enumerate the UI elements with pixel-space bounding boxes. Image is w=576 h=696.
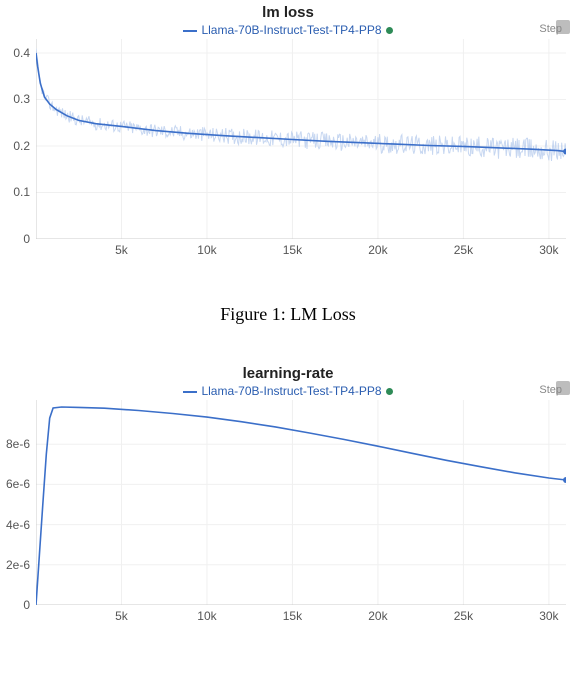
chart2-xaxis-label: Step	[539, 384, 562, 396]
legend-status-dot-icon	[386, 388, 393, 395]
ytick-label: 0	[23, 598, 30, 612]
chart2-plot-area[interactable]: Step 02e-64e-66e-68e-65k10k15k20k25k30k	[36, 400, 566, 605]
ytick-label: 6e-6	[6, 477, 30, 491]
figure-caption: Figure 1: LM Loss	[0, 304, 576, 325]
legend-line-icon	[183, 30, 197, 32]
learning-rate-chart: learning-rate Llama-70B-Instruct-Test-TP…	[0, 361, 576, 639]
ytick-label: 0.4	[13, 46, 30, 60]
xtick-label: 30k	[539, 609, 558, 623]
ytick-label: 2e-6	[6, 558, 30, 572]
xtick-label: 5k	[115, 609, 128, 623]
legend-series-label: Llama-70B-Instruct-Test-TP4-PP8	[201, 384, 381, 398]
chart1-title: lm loss	[0, 0, 576, 21]
chart2-svg	[36, 400, 566, 605]
ytick-label: 0	[23, 232, 30, 246]
xtick-label: 15k	[283, 609, 302, 623]
xtick-label: 15k	[283, 243, 302, 257]
chart2-title: learning-rate	[0, 361, 576, 382]
chart1-xaxis-label: Step	[539, 23, 562, 35]
xtick-label: 10k	[197, 609, 216, 623]
xtick-label: 30k	[539, 243, 558, 257]
xtick-label: 25k	[454, 609, 473, 623]
chart1-legend[interactable]: Llama-70B-Instruct-Test-TP4-PP8	[0, 23, 576, 37]
xtick-label: 10k	[197, 243, 216, 257]
legend-series-label: Llama-70B-Instruct-Test-TP4-PP8	[201, 23, 381, 37]
xtick-label: 25k	[454, 243, 473, 257]
ytick-label: 0.2	[13, 139, 30, 153]
chart1-plot-area[interactable]: Step 00.10.20.30.45k10k15k20k25k30k	[36, 39, 566, 239]
chart1-svg	[36, 39, 566, 239]
ytick-label: 0.1	[13, 185, 30, 199]
ytick-label: 8e-6	[6, 437, 30, 451]
xtick-label: 20k	[368, 243, 387, 257]
legend-status-dot-icon	[386, 27, 393, 34]
xtick-label: 5k	[115, 243, 128, 257]
xtick-label: 20k	[368, 609, 387, 623]
legend-line-icon	[183, 391, 197, 393]
ytick-label: 4e-6	[6, 518, 30, 532]
chart2-legend[interactable]: Llama-70B-Instruct-Test-TP4-PP8	[0, 384, 576, 398]
ytick-label: 0.3	[13, 92, 30, 106]
lm-loss-chart: lm loss Llama-70B-Instruct-Test-TP4-PP8 …	[0, 0, 576, 268]
